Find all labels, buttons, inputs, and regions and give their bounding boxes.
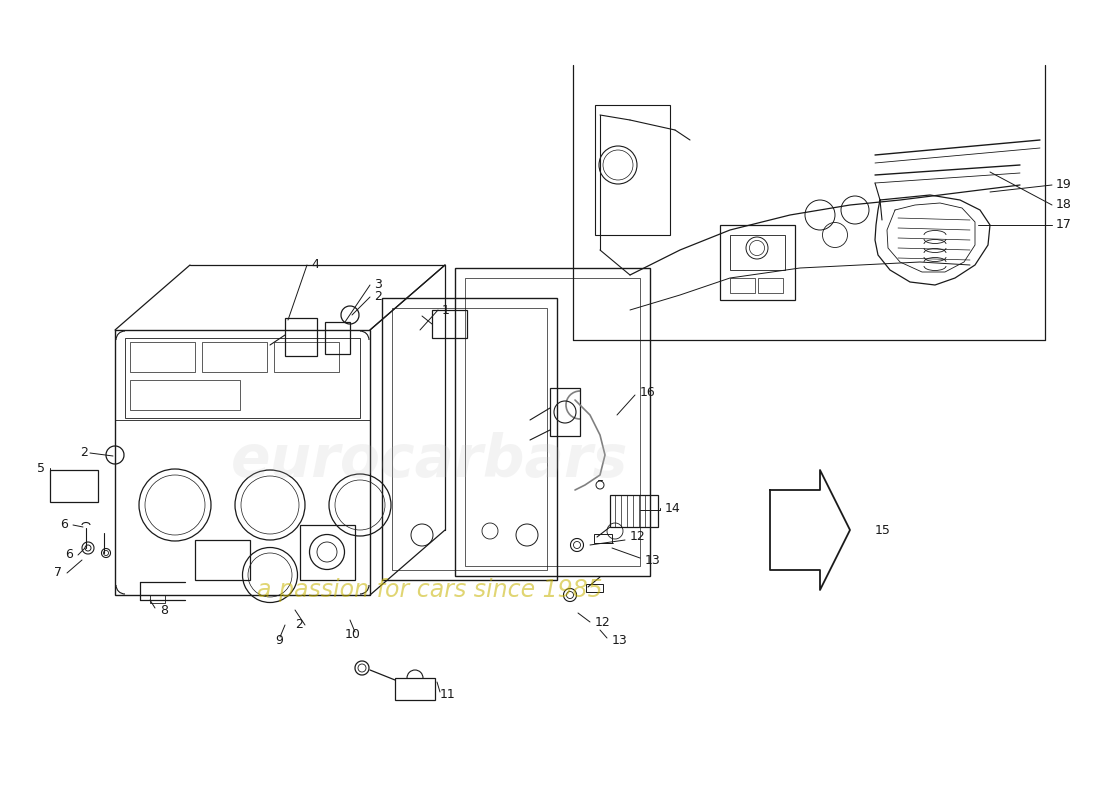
Bar (395, 678, 434, 700)
Bar (465, 278, 640, 566)
Bar (150, 595, 165, 603)
Bar (730, 235, 785, 270)
Text: 9: 9 (275, 634, 283, 646)
Text: 17: 17 (1056, 218, 1071, 231)
Bar (720, 225, 795, 300)
Text: 3: 3 (374, 278, 382, 291)
Text: 2: 2 (80, 446, 88, 459)
Text: 13: 13 (612, 634, 628, 646)
Bar (324, 322, 350, 354)
Bar (274, 342, 339, 372)
Bar (730, 278, 755, 293)
Text: 18: 18 (1056, 198, 1071, 211)
Bar (550, 388, 580, 436)
Text: 7: 7 (54, 566, 62, 579)
Text: 2: 2 (295, 618, 302, 631)
Text: 2: 2 (374, 290, 382, 303)
Text: 5: 5 (37, 462, 45, 474)
Text: 6: 6 (65, 549, 73, 562)
Bar (125, 338, 360, 418)
Text: 13: 13 (645, 554, 661, 566)
Bar (392, 308, 547, 570)
Text: 16: 16 (640, 386, 656, 398)
Text: 19: 19 (1056, 178, 1071, 191)
Text: 12: 12 (630, 530, 646, 543)
Text: 1: 1 (442, 303, 450, 317)
Bar (300, 525, 355, 580)
Bar (202, 342, 267, 372)
Bar (130, 342, 195, 372)
Text: 10: 10 (345, 629, 361, 642)
Bar (382, 298, 557, 580)
Text: 11: 11 (440, 689, 455, 702)
Bar (594, 534, 612, 543)
Bar (285, 318, 317, 356)
Bar (195, 540, 250, 580)
Text: 12: 12 (595, 615, 610, 629)
Bar (50, 470, 98, 502)
Text: 4: 4 (311, 258, 319, 271)
Text: a passion for cars since 1985: a passion for cars since 1985 (257, 578, 603, 602)
Text: 8: 8 (160, 603, 168, 617)
Bar (610, 495, 658, 527)
Text: 6: 6 (60, 518, 68, 531)
Bar (455, 268, 650, 576)
Text: eurocarbars: eurocarbars (231, 431, 629, 489)
Bar (758, 278, 783, 293)
Bar (130, 380, 240, 410)
Text: 14: 14 (666, 502, 681, 514)
Bar (432, 310, 468, 338)
Text: 15: 15 (874, 523, 891, 537)
Bar (586, 584, 603, 592)
Bar (595, 105, 670, 235)
Bar (116, 330, 370, 595)
